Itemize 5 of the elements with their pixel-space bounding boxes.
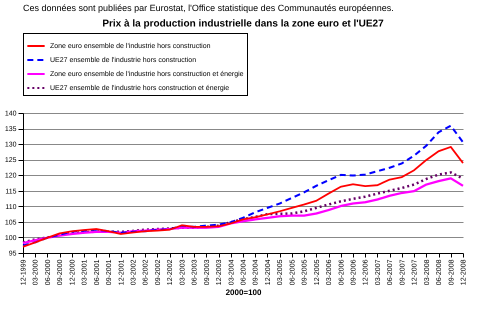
chart-title: Prix à la production industrielle dans la zone euro et l'UE27	[102, 18, 384, 30]
text: Ces données sont publiées par Eurostat, l'Office statistique des Communautés européennes.	[23, 3, 394, 13]
line-series	[22, 124, 464, 247]
x-axis-title: 2000=100	[226, 288, 262, 298]
line-series	[22, 146, 464, 248]
